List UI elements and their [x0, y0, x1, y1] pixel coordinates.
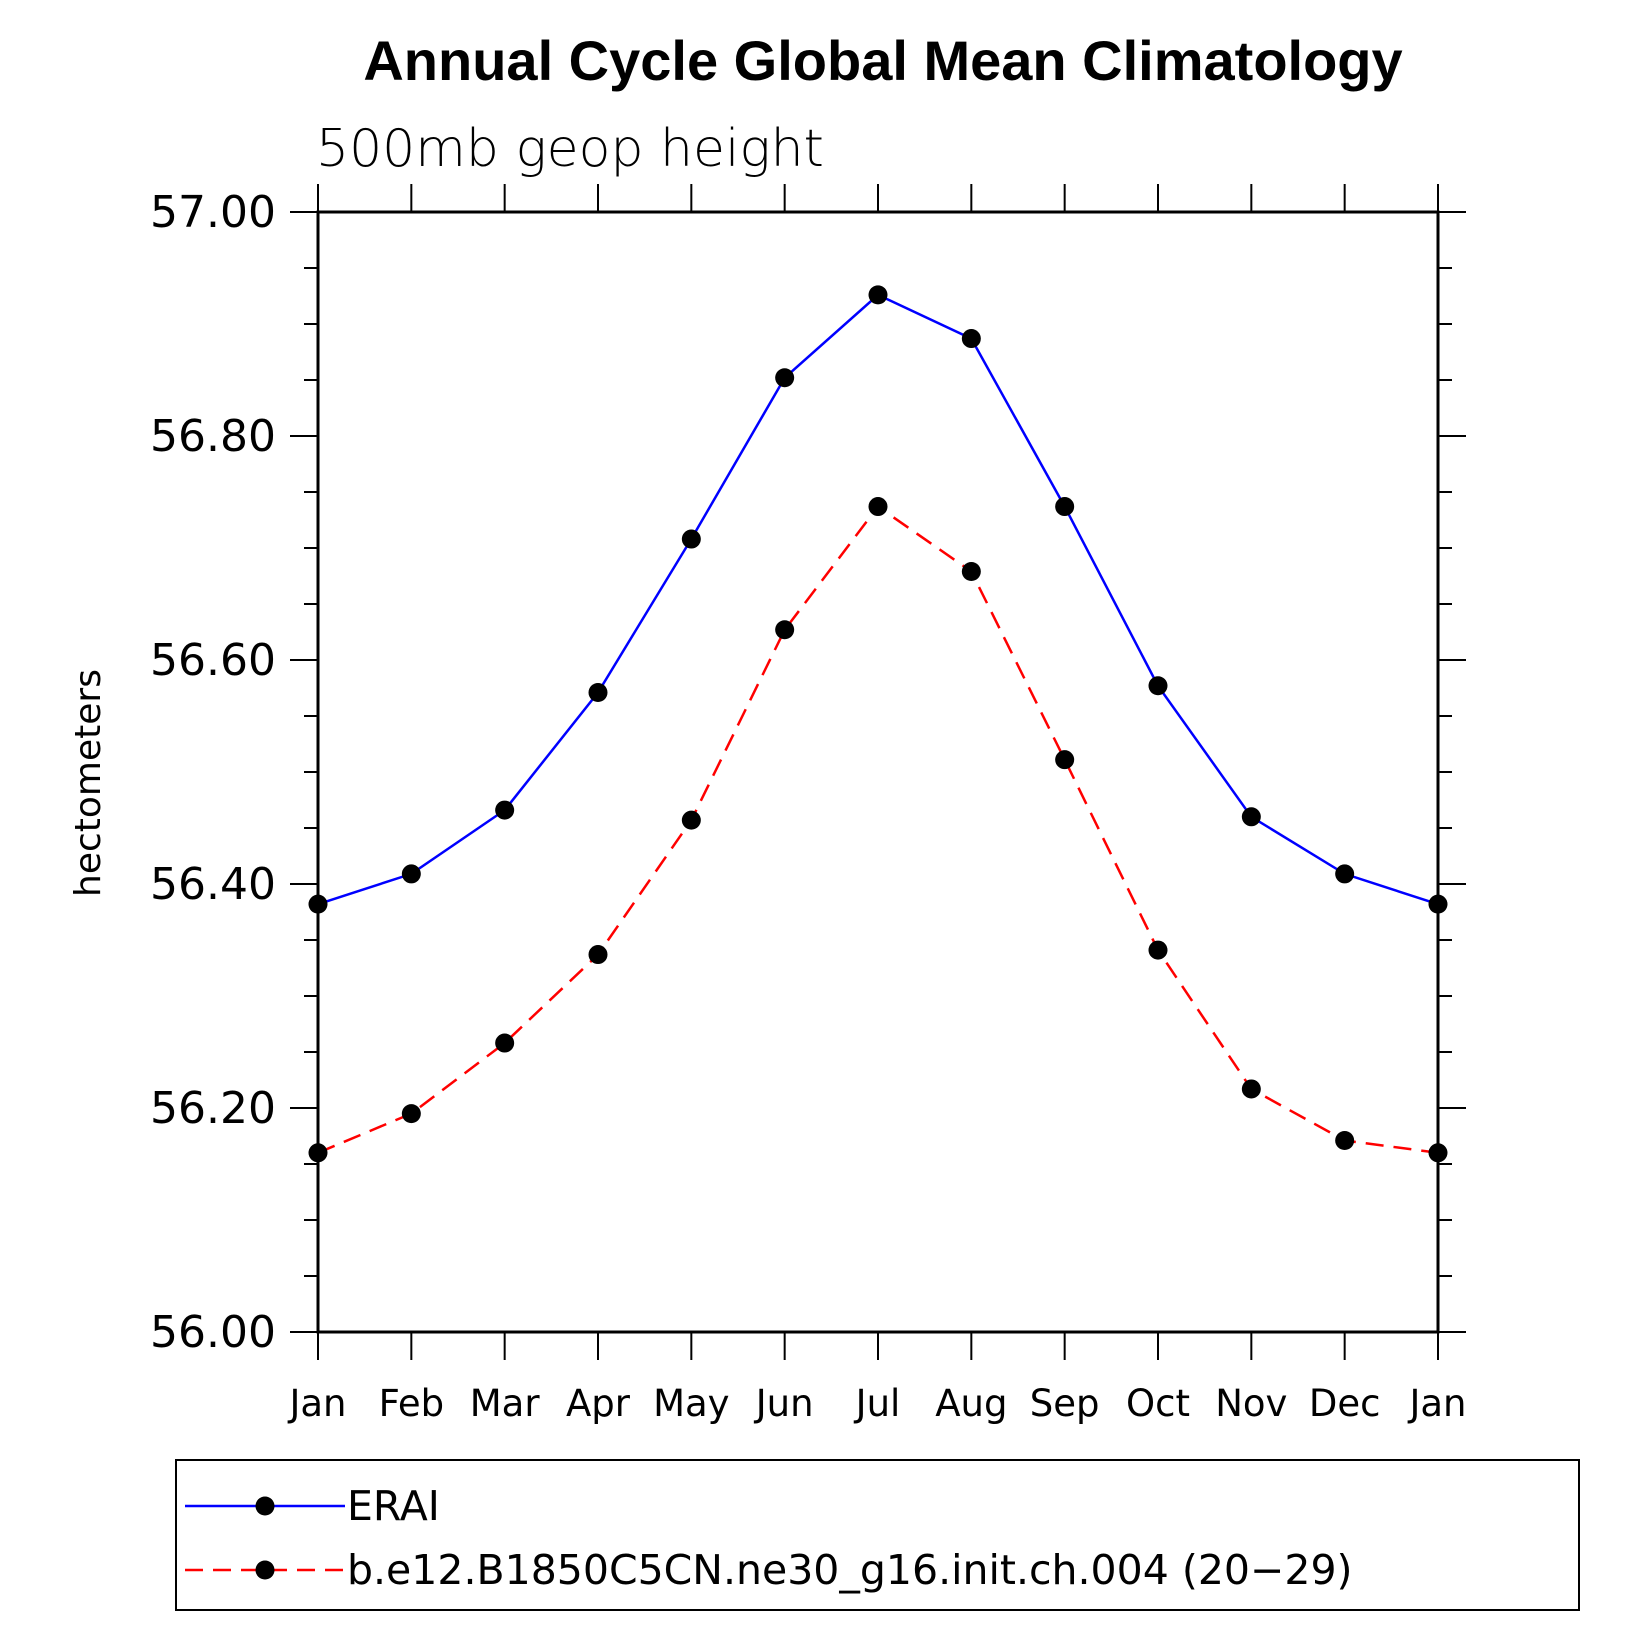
data-point — [961, 329, 981, 349]
x-tick-label: Feb — [379, 1382, 445, 1425]
chart-title: Annual Cycle Global Mean Climatology — [363, 29, 1402, 92]
data-point — [1428, 894, 1448, 914]
legend-item: b.e12.B1850C5CN.ne30_g16.init.ch.004 (20… — [185, 1546, 1353, 1594]
x-tick-label: Dec — [1309, 1382, 1381, 1425]
series-layer — [308, 285, 1448, 1163]
data-point — [401, 864, 421, 884]
x-tick-label: Oct — [1126, 1382, 1190, 1425]
legend-marker — [255, 1496, 275, 1516]
x-tick-label: Jul — [854, 1382, 901, 1425]
series-1 — [308, 285, 1448, 914]
x-tick-label: Jan — [1407, 1382, 1466, 1425]
data-point — [1148, 940, 1168, 960]
data-point — [868, 497, 888, 517]
x-tick-label: Sep — [1030, 1382, 1100, 1425]
series-line — [317, 504, 1439, 1155]
x-tick-label: Nov — [1215, 1382, 1287, 1425]
data-point — [1055, 750, 1075, 770]
data-point — [961, 562, 981, 582]
x-tick-label: Jan — [287, 1382, 346, 1425]
x-tick-label: May — [653, 1382, 730, 1425]
y-tick-labels: 56.00 56.20 56.40 56.60 56.80 57.00 — [150, 187, 276, 1358]
x-tick-label: Jun — [754, 1382, 814, 1425]
data-point — [775, 368, 795, 388]
y-tick-label: 56.60 — [150, 635, 276, 686]
data-point — [495, 800, 515, 820]
data-point — [1055, 497, 1075, 517]
data-point — [1148, 676, 1168, 696]
axis-ticks — [290, 184, 1466, 1360]
data-point — [1335, 864, 1355, 884]
data-point — [588, 682, 608, 702]
y-tick-label: 57.00 — [150, 187, 276, 238]
legend-marker — [255, 1560, 275, 1580]
data-point — [495, 1033, 515, 1053]
plot-frame — [316, 210, 1440, 1334]
data-point — [868, 285, 888, 305]
x-tick-label: Aug — [935, 1382, 1007, 1425]
x-tick-label: Mar — [470, 1382, 541, 1425]
chart-subtitle: 500mb geop height — [316, 119, 824, 179]
series-line — [317, 293, 1439, 906]
y-tick-label: 56.20 — [150, 1083, 276, 1134]
data-point — [308, 894, 328, 914]
data-point — [1428, 1143, 1448, 1163]
data-point — [681, 810, 701, 830]
x-tick-label: Apr — [566, 1382, 631, 1425]
legend-item: ERAI — [185, 1482, 440, 1530]
series-2 — [308, 497, 1448, 1163]
y-tick-label: 56.80 — [150, 411, 276, 462]
data-point — [1241, 1079, 1261, 1099]
data-point — [308, 1143, 328, 1163]
legend-label: ERAI — [347, 1482, 440, 1530]
y-tick-label: 56.00 — [150, 1307, 276, 1358]
data-point — [588, 945, 608, 965]
legend-label: b.e12.B1850C5CN.ne30_g16.init.ch.004 (20… — [347, 1546, 1353, 1594]
y-axis-label: hectometers — [68, 669, 109, 897]
y-tick-label: 56.40 — [150, 859, 276, 910]
legend: ERAI b.e12.B1850C5CN.ne30_g16.init.ch.004… — [175, 1459, 1580, 1611]
data-point — [681, 529, 701, 549]
legend-box — [175, 1459, 1580, 1611]
data-point — [775, 620, 795, 640]
data-point — [401, 1104, 421, 1124]
x-tick-labels: Jan Feb Mar Apr May Jun Jul Aug Sep Oct Nov Dec Jan — [287, 1382, 1466, 1425]
data-point — [1335, 1130, 1355, 1150]
data-point — [1241, 807, 1261, 827]
